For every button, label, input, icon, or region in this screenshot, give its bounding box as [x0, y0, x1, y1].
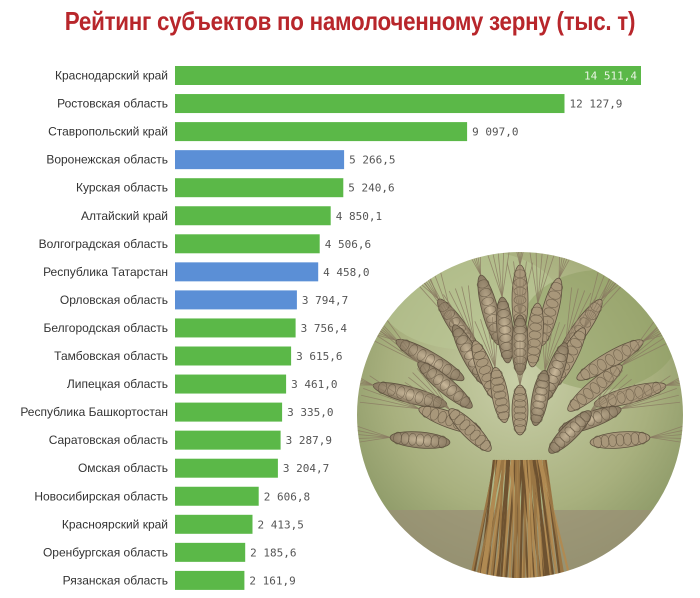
bar	[175, 290, 297, 310]
bar	[175, 262, 319, 282]
bar	[175, 94, 565, 114]
bar	[175, 66, 641, 85]
bar	[175, 458, 278, 478]
value-label: 3 756,4	[301, 322, 348, 335]
value-label: 12 127,9	[569, 98, 622, 111]
bar	[175, 542, 246, 562]
value-label: 3 287,9	[286, 434, 332, 447]
category-label: Краснодарский край	[55, 69, 168, 83]
value-label: 5 266,5	[349, 154, 395, 167]
bar	[175, 318, 296, 338]
value-label: 5 240,6	[348, 182, 394, 195]
value-label: 3 335,0	[287, 406, 333, 419]
category-label: Саратовская область	[49, 433, 168, 447]
bar	[175, 122, 468, 142]
value-label: 4 458,0	[323, 266, 369, 279]
value-label: 9 097,0	[472, 126, 518, 139]
bar	[175, 374, 287, 394]
value-label: 2 185,6	[250, 546, 296, 559]
category-label: Омская область	[78, 461, 168, 475]
category-label: Курская область	[76, 181, 168, 195]
value-label: 3 461,0	[291, 378, 337, 391]
bar	[175, 234, 320, 254]
bar	[175, 178, 344, 198]
category-label: Ставропольский край	[48, 125, 168, 139]
category-label: Оренбургская область	[43, 545, 168, 559]
category-label: Алтайский край	[81, 209, 168, 223]
value-label: 3 794,7	[302, 294, 348, 307]
category-label: Ростовская область	[57, 97, 168, 111]
category-label: Рязанская область	[63, 573, 168, 587]
category-label: Воронежская область	[46, 153, 168, 167]
value-label: 2 161,9	[249, 574, 295, 587]
value-label: 2 606,8	[264, 490, 310, 503]
value-label: 14 511,4	[584, 70, 637, 83]
page-title: Рейтинг субъектов по намолоченному зерну…	[64, 6, 636, 36]
bar	[175, 346, 292, 366]
category-label: Липецкая область	[67, 377, 168, 391]
category-label: Красноярский край	[62, 517, 168, 531]
bar	[175, 206, 331, 226]
bar	[175, 430, 281, 450]
wheat-sheaf-photo	[356, 251, 684, 579]
value-label: 4 850,1	[336, 210, 382, 223]
bar	[175, 150, 345, 170]
category-label: Волгоградская область	[39, 237, 168, 251]
bar	[175, 402, 283, 422]
category-label: Республика Башкортостан	[20, 405, 168, 419]
category-label: Республика Татарстан	[43, 265, 168, 279]
category-label: Тамбовская область	[54, 349, 168, 363]
category-label: Орловская область	[60, 293, 168, 307]
bar	[175, 486, 259, 506]
value-label: 3 204,7	[283, 462, 329, 475]
category-label: Белгородская область	[44, 321, 168, 335]
value-label: 4 506,6	[325, 238, 371, 251]
bar	[175, 514, 253, 534]
category-label: Новосибирская область	[34, 489, 168, 503]
bar	[175, 570, 245, 590]
value-label: 2 413,5	[258, 518, 304, 531]
value-label: 3 615,6	[296, 350, 342, 363]
